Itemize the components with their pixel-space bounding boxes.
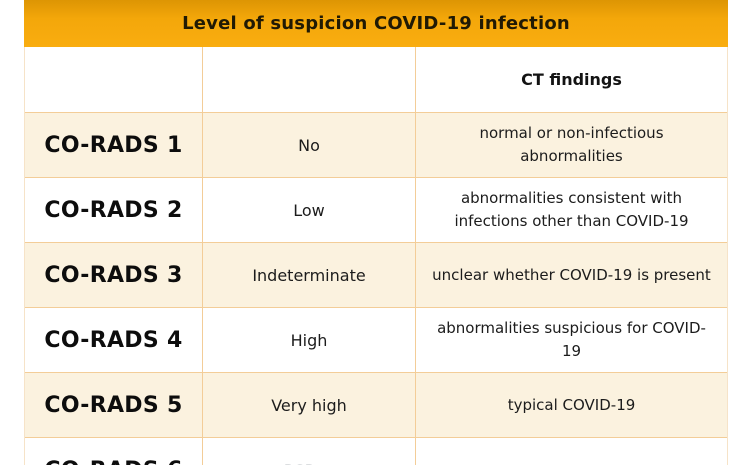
figure-title: Level of suspicion COVID-19 infection	[182, 13, 570, 34]
table-header-row: CT findings	[25, 47, 727, 113]
title-bar: Level of suspicion COVID-19 infection	[24, 0, 728, 47]
suspicion-level: Indeterminate	[252, 265, 366, 285]
table-row-corads-4: CO-RADS 4 High abnormalities suspicious …	[25, 308, 727, 373]
grade-label: CO-RADS 6	[44, 458, 182, 465]
header-cell-ct-findings: CT findings	[416, 47, 727, 112]
table-row-corads-5: CO-RADS 5 Very high typical COVID-19	[25, 373, 727, 438]
header-cell-level	[203, 47, 416, 112]
grade-label: CO-RADS 2	[44, 197, 183, 223]
grade-label: CO-RADS 1	[44, 132, 183, 158]
ct-findings-text: abnormalities suspicious for COVID-19	[437, 319, 706, 360]
suspicion-level: Very high	[271, 395, 347, 415]
table-row-corads-2: CO-RADS 2 Low abnormalities consistent w…	[25, 178, 727, 243]
grade-label: CO-RADS 5	[44, 392, 183, 418]
ct-findings-text: typical COVID-19	[507, 395, 636, 414]
table-row-corads-1: CO-RADS 1 No normal or non-infectious ab…	[25, 113, 727, 178]
suspicion-level: High	[290, 330, 328, 350]
suspicion-level: Low	[293, 200, 325, 220]
grade-label: CO-RADS 4	[44, 327, 183, 353]
ct-findings-text: normal or non-infectious abnormalities	[479, 124, 664, 165]
ct-findings-text: unclear whether COVID-19 is present	[432, 265, 711, 284]
grade-label: CO-RADS 3	[44, 262, 183, 288]
header-cell-grade	[25, 47, 203, 112]
table-row-corads-3: CO-RADS 3 Indeterminate unclear whether …	[25, 243, 727, 308]
ct-findings-text: abnormalities consistent with infections…	[454, 189, 689, 230]
suspicion-level: No	[298, 135, 320, 155]
table-row-corads-6-partial: CO-RADS 6 PCR +	[25, 438, 727, 465]
suspicion-level: PCR +	[284, 461, 334, 465]
corads-table: CT findings CO-RADS 1 No normal or non-i…	[24, 47, 728, 465]
ct-findings-label: CT findings	[521, 70, 622, 89]
